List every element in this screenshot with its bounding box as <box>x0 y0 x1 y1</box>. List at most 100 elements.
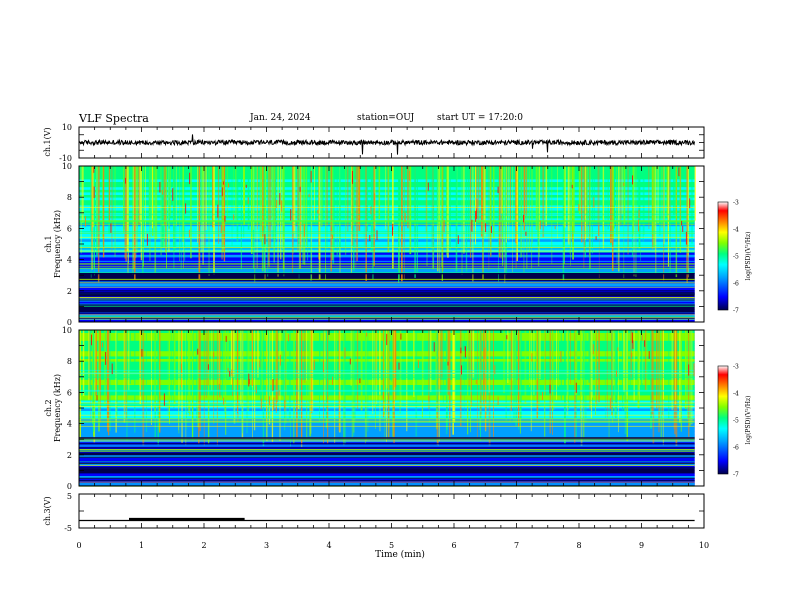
spectrogram-line <box>79 207 695 208</box>
spectrogram-streak <box>598 330 600 402</box>
spectrogram-streak <box>538 166 541 236</box>
spectrogram-streak <box>486 330 488 415</box>
spectrogram-streak <box>126 330 128 441</box>
spectrogram-streak <box>578 166 581 215</box>
spectrogram-hotspot <box>485 223 487 232</box>
spectrogram-streak <box>480 330 482 415</box>
spectrogram-line <box>79 213 695 215</box>
waveform-ch3-ytick-top: 5 <box>67 492 72 501</box>
spectrogram-band <box>79 197 695 201</box>
spectrogram-dark-band <box>79 299 695 301</box>
spectrogram-hotspot <box>460 347 462 354</box>
spectrogram-streak <box>691 330 693 425</box>
spectrogram-line <box>79 483 695 484</box>
spectrogram-hotspot <box>476 198 478 211</box>
spectrogram-streak <box>330 166 332 272</box>
spectrogram-hotspot <box>447 361 449 366</box>
spectrogram-line <box>79 245 695 247</box>
spectrogram-streak <box>400 330 402 407</box>
spectrogram-hotspot <box>400 333 402 340</box>
spectrogram-streak <box>566 330 569 415</box>
spectrogram-streak <box>293 330 295 414</box>
ytick-label: 0 <box>67 482 72 491</box>
ytick-label: 2 <box>67 451 72 460</box>
spectrogram-streak <box>465 166 468 272</box>
spectrogram-line <box>79 260 695 262</box>
spectrogram-dark-band <box>79 456 695 458</box>
spectrogram-streak <box>352 166 355 226</box>
spectrogram-streak <box>288 330 290 421</box>
spectrogram-hotspot <box>279 193 281 205</box>
spectrogram-streak <box>407 166 409 229</box>
spectrogram-streak <box>280 166 282 260</box>
spectrogram-streak <box>655 166 657 274</box>
spectrogram-line <box>79 314 695 316</box>
spectrogram-band <box>79 166 695 169</box>
spectrogram-streak <box>290 330 291 447</box>
spectrogram-line <box>79 414 695 416</box>
spectrogram-hotspot <box>598 224 600 236</box>
spectrogram-streak <box>689 330 691 427</box>
spectrogram-hotspot <box>464 346 466 358</box>
spectrogram-streak <box>439 330 440 442</box>
spectrogram-line <box>79 251 695 253</box>
spectrogram-streak <box>488 166 490 271</box>
spectrogram-line <box>79 372 695 374</box>
spectrogram-hotspot <box>593 197 595 208</box>
spectrogram-streak <box>277 330 279 403</box>
spectrogram-streak <box>241 330 243 434</box>
spectrogram-streak <box>507 330 509 383</box>
spectrogram-dark-band <box>79 317 695 319</box>
spectrogram-streak <box>134 166 136 280</box>
spectrogram-hotspot <box>681 220 683 226</box>
spectrogram-streak <box>262 166 264 237</box>
spectrogram-hotspot <box>180 363 182 373</box>
spectrogram-streak <box>282 166 285 270</box>
spectrogram-hotspot <box>141 349 143 357</box>
spectrogram-streak <box>79 330 82 437</box>
spectrogram-streak <box>493 330 494 437</box>
spectrogram-hotspot <box>213 352 215 358</box>
spectrogram-streak <box>307 166 309 261</box>
spectrogram-streak <box>624 330 626 412</box>
spectrogram-streak <box>611 330 614 413</box>
spectrogram-streak <box>231 166 233 246</box>
spectrogram-streak <box>190 166 192 259</box>
spectrogram-streak <box>302 166 304 265</box>
colorbar-tick-label: -3 <box>733 200 739 207</box>
colorbar-tick-label: -4 <box>733 227 739 234</box>
spectrogram-hotspot <box>221 187 223 197</box>
spectrogram-streak <box>207 330 209 386</box>
spectrogram-streak <box>531 166 533 269</box>
spectrogram-line <box>79 369 695 371</box>
spectrogram-streak <box>659 166 661 236</box>
spectrogram-streak <box>592 330 593 412</box>
spectrogram-streak <box>538 330 540 416</box>
spectrogram-line <box>79 267 695 269</box>
spectrogram-streak <box>642 166 644 242</box>
spectrogram-hotspot <box>228 183 230 188</box>
spectrogram-hotspot <box>272 379 274 391</box>
spectrogram-band <box>79 225 695 229</box>
spectrogram-streak <box>406 330 408 432</box>
spectrogram-streak <box>551 166 553 264</box>
spectrogram-streak <box>207 330 210 445</box>
spectrogram-streak <box>548 166 550 218</box>
spectrogram-band <box>79 473 695 476</box>
spectrogram-streak <box>203 330 205 446</box>
spectrogram-streak <box>102 166 105 258</box>
spectrogram-streak <box>124 330 126 415</box>
spectrogram-hotspot <box>494 365 496 374</box>
spectrogram-streak <box>140 166 142 261</box>
spectrogram-streak <box>344 330 346 444</box>
spectrogram-ch1-ytick-labels: 0 2 4 6 8 10 <box>62 162 72 327</box>
spectrogram-streak <box>493 166 495 239</box>
spectrogram-streak <box>222 330 224 400</box>
spectrogram-band <box>79 176 695 180</box>
xtick-label: 1 <box>139 541 144 550</box>
spectrogram-streak <box>542 166 545 238</box>
spectrogram-hotspot <box>197 348 199 355</box>
spectrogram-hotspot <box>255 385 257 394</box>
spectrogram-line <box>79 411 695 412</box>
spectrogram-streak <box>422 330 424 396</box>
